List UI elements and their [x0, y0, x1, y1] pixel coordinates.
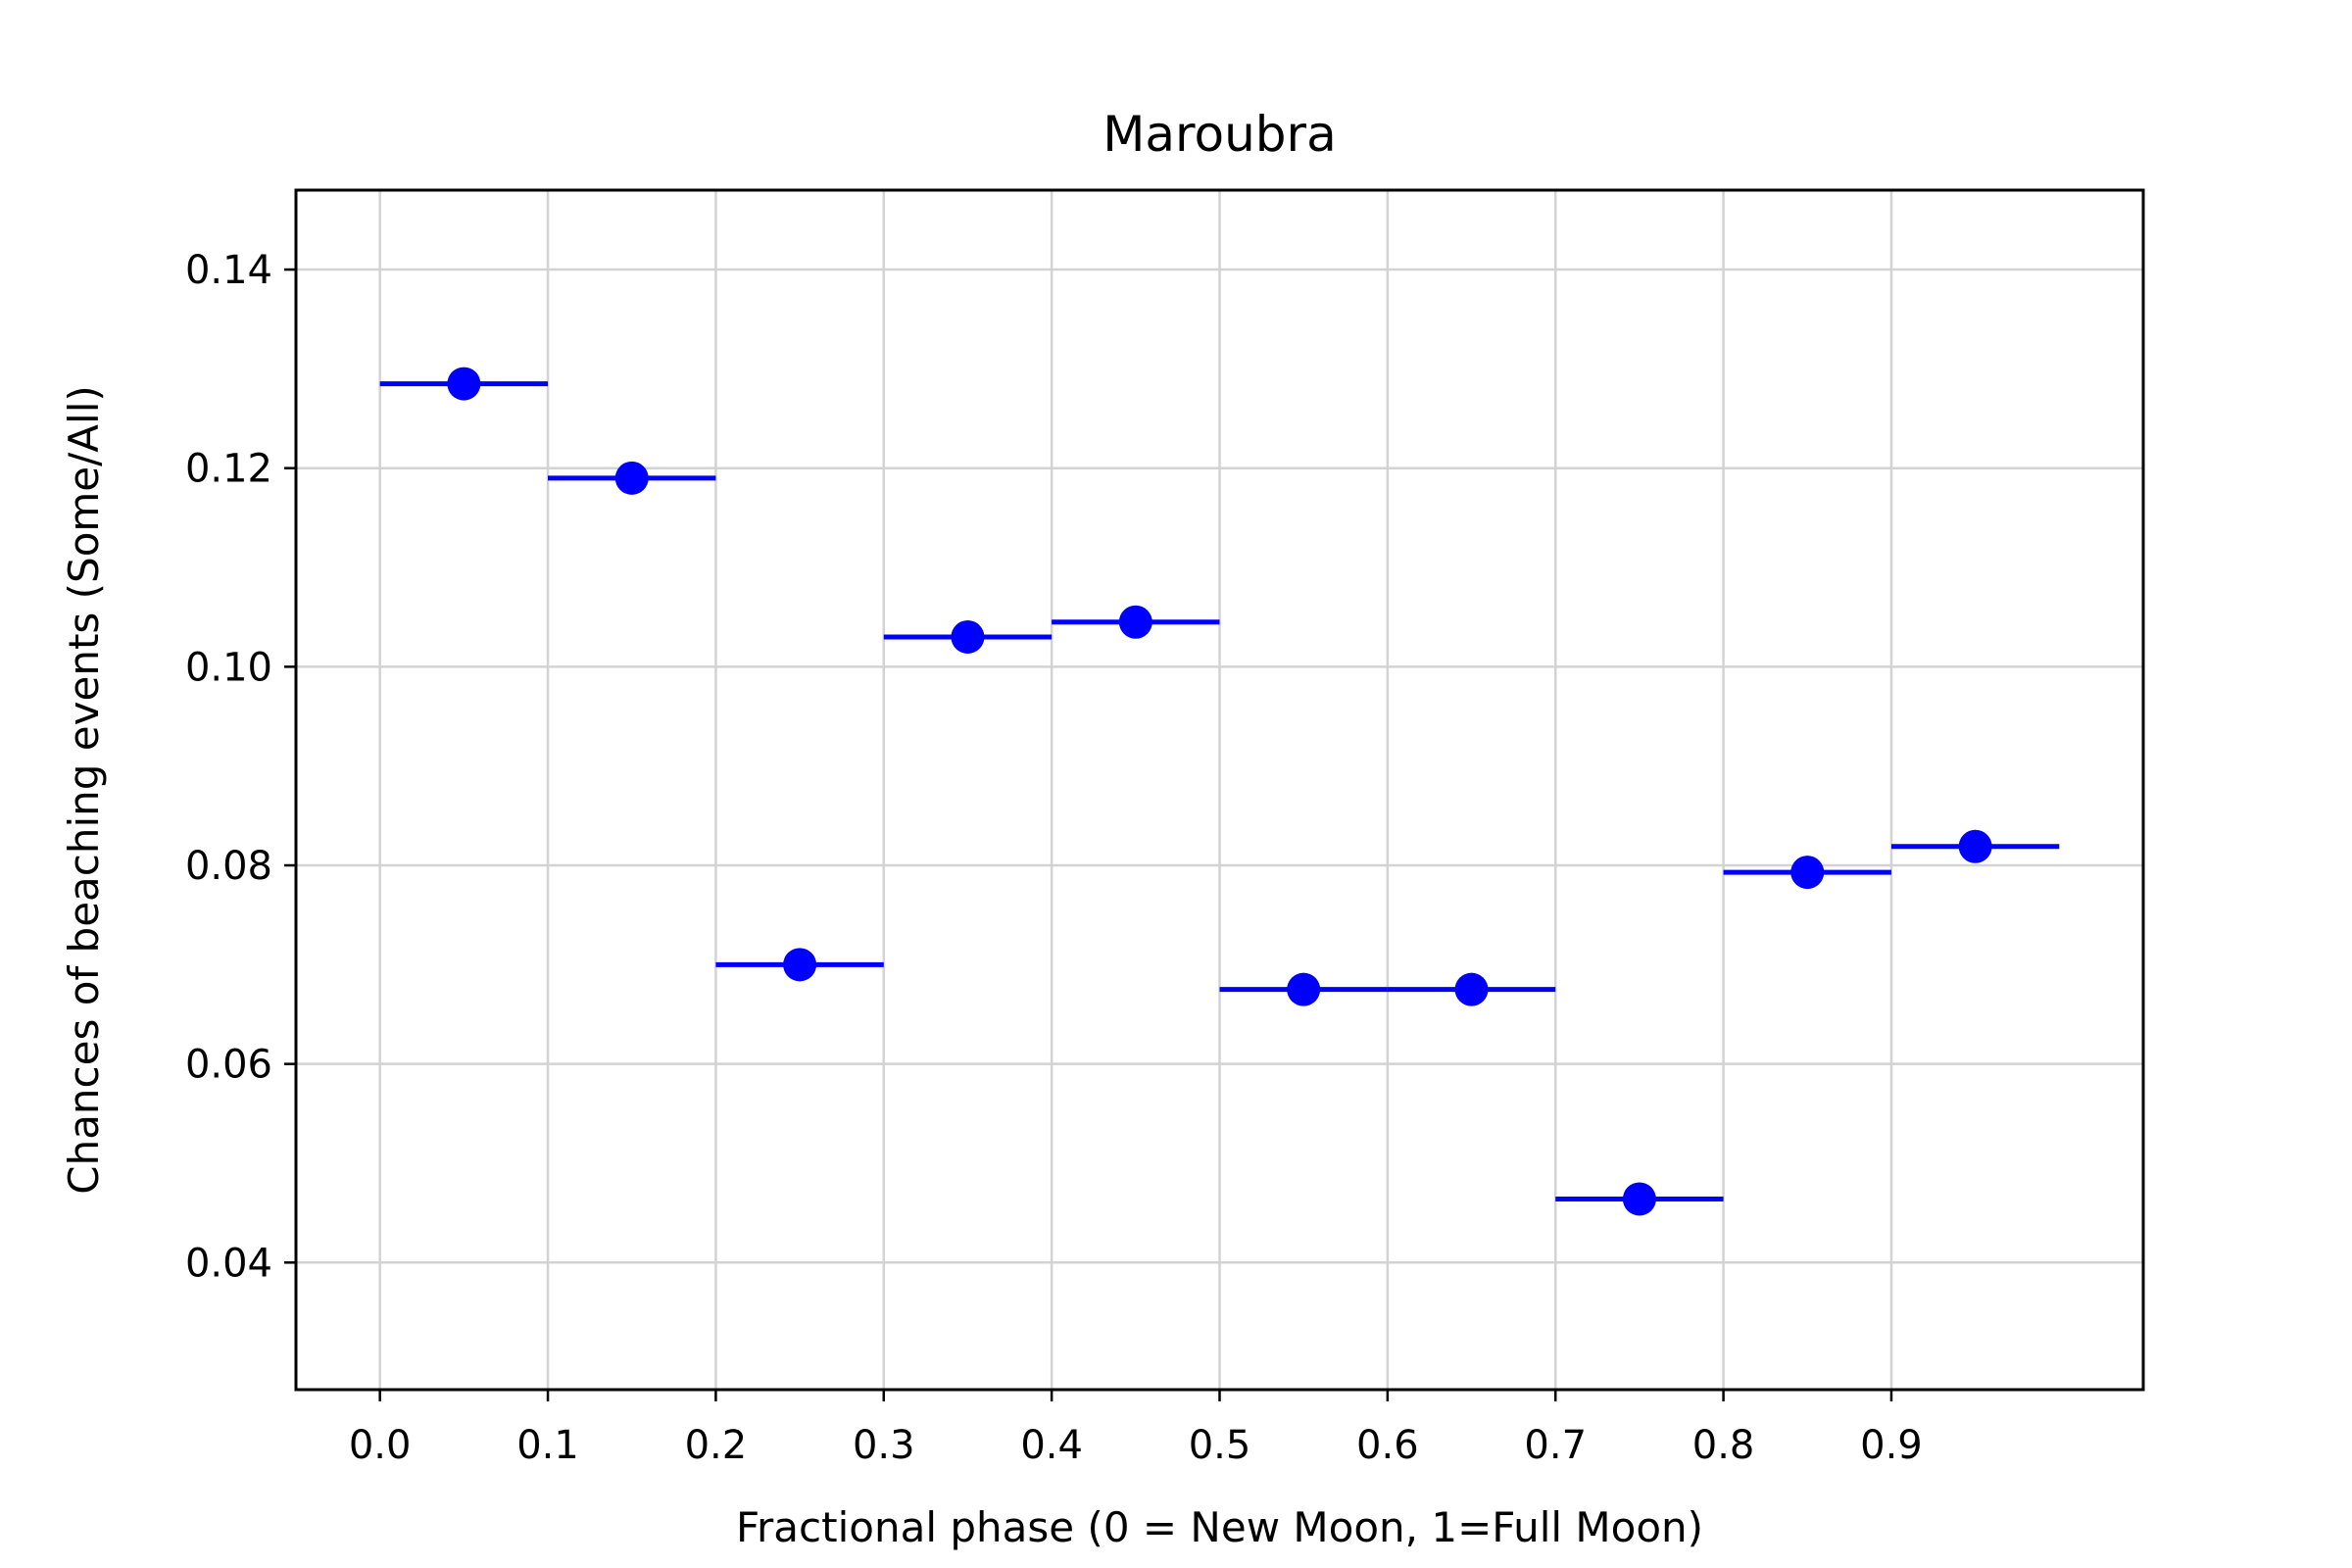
- y-tick-label: 0.08: [185, 844, 272, 889]
- y-tick-label: 0.14: [185, 248, 272, 293]
- x-tick-label: 0.3: [853, 1423, 915, 1468]
- data-series: [379, 367, 2060, 1216]
- data-point-group: [379, 367, 549, 401]
- x-tick-label: 0.9: [1860, 1423, 1923, 1468]
- data-point: [614, 461, 649, 495]
- data-point-group: [1890, 829, 2060, 863]
- data-point: [1287, 972, 1321, 1006]
- data-point: [447, 367, 481, 401]
- grid: [296, 190, 2143, 1390]
- data-point: [783, 948, 817, 982]
- x-tick-label: 0.5: [1189, 1423, 1251, 1468]
- y-tick-label: 0.06: [185, 1043, 272, 1088]
- y-tick-label: 0.12: [185, 447, 272, 492]
- chart-title: Maroubra: [1102, 106, 1336, 163]
- data-point-group: [1555, 1182, 1724, 1216]
- data-point: [951, 619, 985, 654]
- x-axis-title: Fractional phase (0 = New Moon, 1=Full M…: [736, 1503, 1703, 1551]
- x-tick-label: 0.8: [1692, 1423, 1755, 1468]
- x-tick-label: 0.4: [1020, 1423, 1083, 1468]
- data-point: [1790, 856, 1825, 890]
- x-tick-label: 0.2: [685, 1423, 748, 1468]
- data-point-group: [715, 948, 884, 982]
- data-point-group: [548, 461, 716, 495]
- y-tick-label: 0.04: [185, 1241, 272, 1286]
- data-point-group: [1052, 605, 1220, 639]
- y-tick-label: 0.10: [185, 645, 272, 690]
- x-tick-label: 0.1: [516, 1423, 579, 1468]
- data-point: [1118, 605, 1152, 639]
- data-point-group: [883, 619, 1053, 654]
- y-axis-title: Chances of beaching events (Some/All): [60, 385, 108, 1195]
- data-point: [1622, 1182, 1656, 1216]
- data-point-group: [1723, 856, 1891, 890]
- data-point: [1958, 829, 1992, 863]
- x-tick-label: 0.0: [349, 1423, 412, 1468]
- x-tick-label: 0.6: [1356, 1423, 1419, 1468]
- data-point: [1454, 972, 1489, 1006]
- ticks: 0.0 0.1 0.2 0.3 0.4 0.5 0.6 0.7 0.8 0.9 0.04 0.06 0.…: [185, 248, 1923, 1468]
- x-tick-label: 0.7: [1524, 1423, 1587, 1468]
- data-point-group: [1219, 972, 1388, 1006]
- data-point-group: [1387, 972, 1556, 1006]
